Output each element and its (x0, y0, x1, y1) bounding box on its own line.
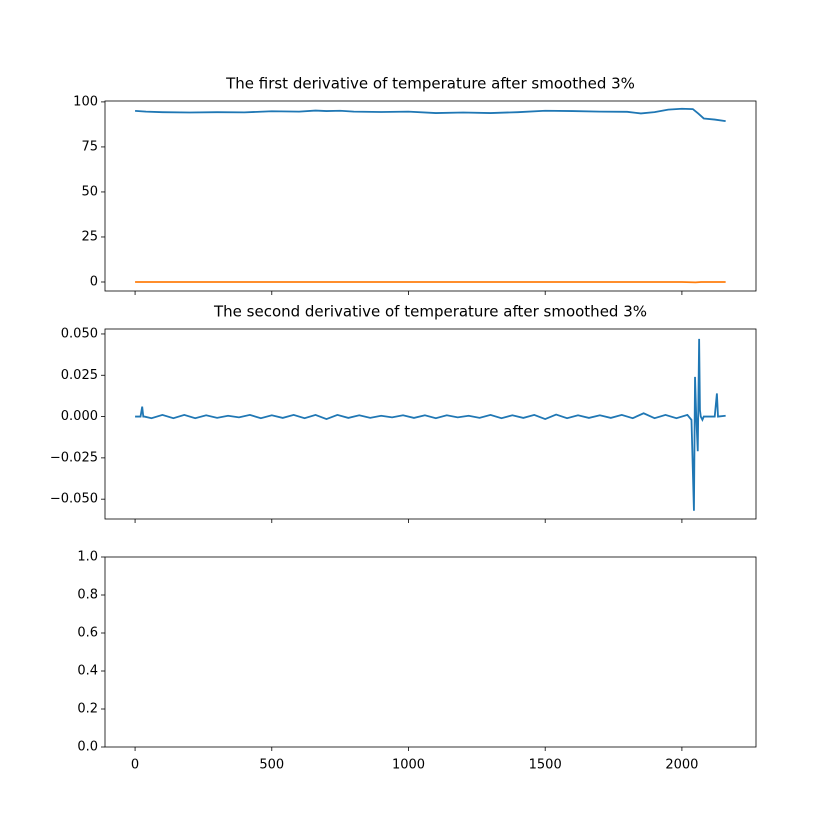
axes-frame (104, 328, 757, 520)
axes-frame (104, 100, 757, 292)
y-tick-label: 75 (81, 139, 98, 154)
axes-frame (104, 556, 757, 748)
chart-title: The first derivative of temperature afte… (225, 75, 635, 93)
y-tick-label: 1.0 (77, 550, 98, 565)
y-tick-label: −0.050 (50, 492, 98, 507)
x-tick-label: 2000 (665, 758, 698, 773)
y-tick-label: 25 (81, 229, 98, 244)
y-tick-label: 0.025 (61, 368, 98, 383)
y-tick-label: 0.2 (77, 702, 98, 717)
y-tick-label: −0.025 (50, 450, 98, 465)
x-tick-label: 500 (259, 758, 284, 773)
y-tick-label: 0.4 (77, 664, 98, 679)
axes: The second derivative of temperature aft… (50, 303, 757, 523)
x-tick-label: 1000 (392, 758, 425, 773)
axes: 0 500 1000 1500 2000 0.0 0.2 0.4 0.6 0.8 1.0 (77, 550, 757, 773)
y-tick-label: 50 (81, 184, 98, 199)
x-tick-label: 1500 (529, 758, 562, 773)
y-tick-label: 0.0 (77, 740, 98, 755)
y-tick-label: 0.6 (77, 626, 98, 641)
y-tick-label: 0 (90, 274, 98, 289)
line-series (135, 338, 726, 511)
y-tick-label: 0.050 (61, 326, 98, 341)
y-tick-label: 0.000 (61, 409, 98, 424)
y-tick-label: 0.8 (77, 588, 98, 603)
axes: The first derivative of temperature afte… (73, 75, 757, 295)
line-series (135, 107, 726, 123)
chart-title: The second derivative of temperature aft… (213, 303, 647, 321)
y-tick-label: 100 (73, 94, 98, 109)
x-tick-label: 0 (131, 758, 139, 773)
